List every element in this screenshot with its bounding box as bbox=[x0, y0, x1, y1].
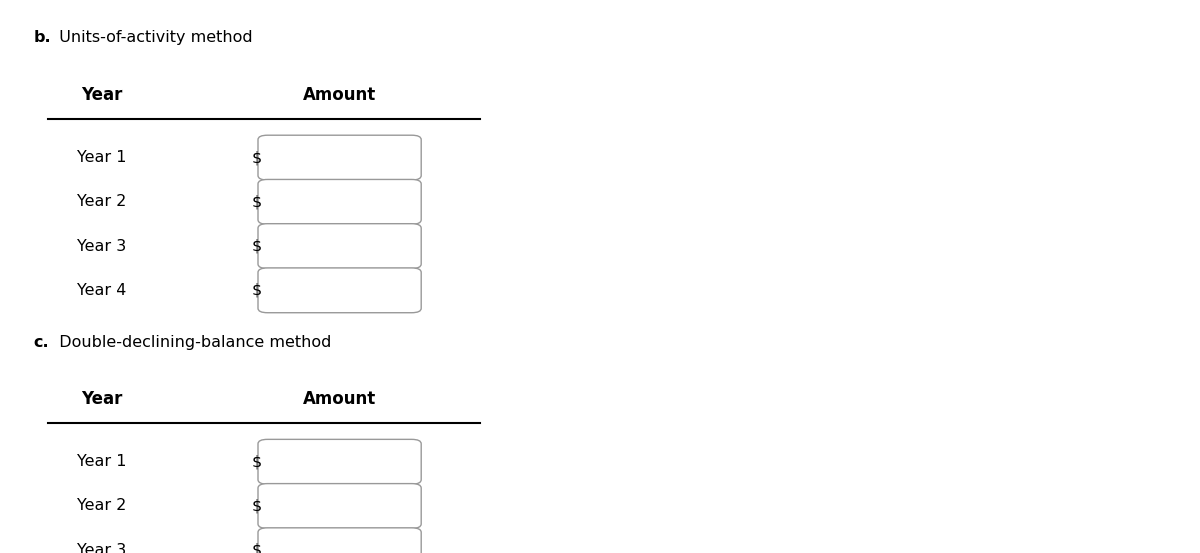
FancyBboxPatch shape bbox=[258, 179, 421, 225]
Text: Year 2: Year 2 bbox=[77, 498, 127, 514]
Text: $: $ bbox=[251, 194, 262, 210]
Text: $: $ bbox=[251, 238, 262, 254]
Text: $: $ bbox=[251, 498, 262, 514]
FancyBboxPatch shape bbox=[258, 439, 421, 484]
FancyBboxPatch shape bbox=[258, 135, 421, 180]
Text: Units-of-activity method: Units-of-activity method bbox=[49, 30, 253, 45]
Text: Year 1: Year 1 bbox=[77, 150, 127, 165]
Text: Year 3: Year 3 bbox=[77, 542, 127, 553]
FancyBboxPatch shape bbox=[258, 268, 421, 313]
FancyBboxPatch shape bbox=[258, 528, 421, 553]
Text: $: $ bbox=[251, 454, 262, 469]
Text: Year: Year bbox=[82, 390, 122, 408]
Text: Amount: Amount bbox=[302, 390, 377, 408]
Text: Year 4: Year 4 bbox=[77, 283, 127, 298]
Text: Double-declining-balance method: Double-declining-balance method bbox=[49, 335, 331, 349]
Text: Amount: Amount bbox=[302, 86, 377, 104]
FancyBboxPatch shape bbox=[258, 483, 421, 529]
Text: $: $ bbox=[251, 150, 262, 165]
Text: Year 1: Year 1 bbox=[77, 454, 127, 469]
Text: Year: Year bbox=[82, 86, 122, 104]
FancyBboxPatch shape bbox=[258, 223, 421, 268]
Text: c.: c. bbox=[34, 335, 49, 349]
Text: Year 2: Year 2 bbox=[77, 194, 127, 210]
Text: $: $ bbox=[251, 283, 262, 298]
Text: $: $ bbox=[251, 542, 262, 553]
Text: Year 3: Year 3 bbox=[77, 238, 127, 254]
Text: b.: b. bbox=[34, 30, 52, 45]
